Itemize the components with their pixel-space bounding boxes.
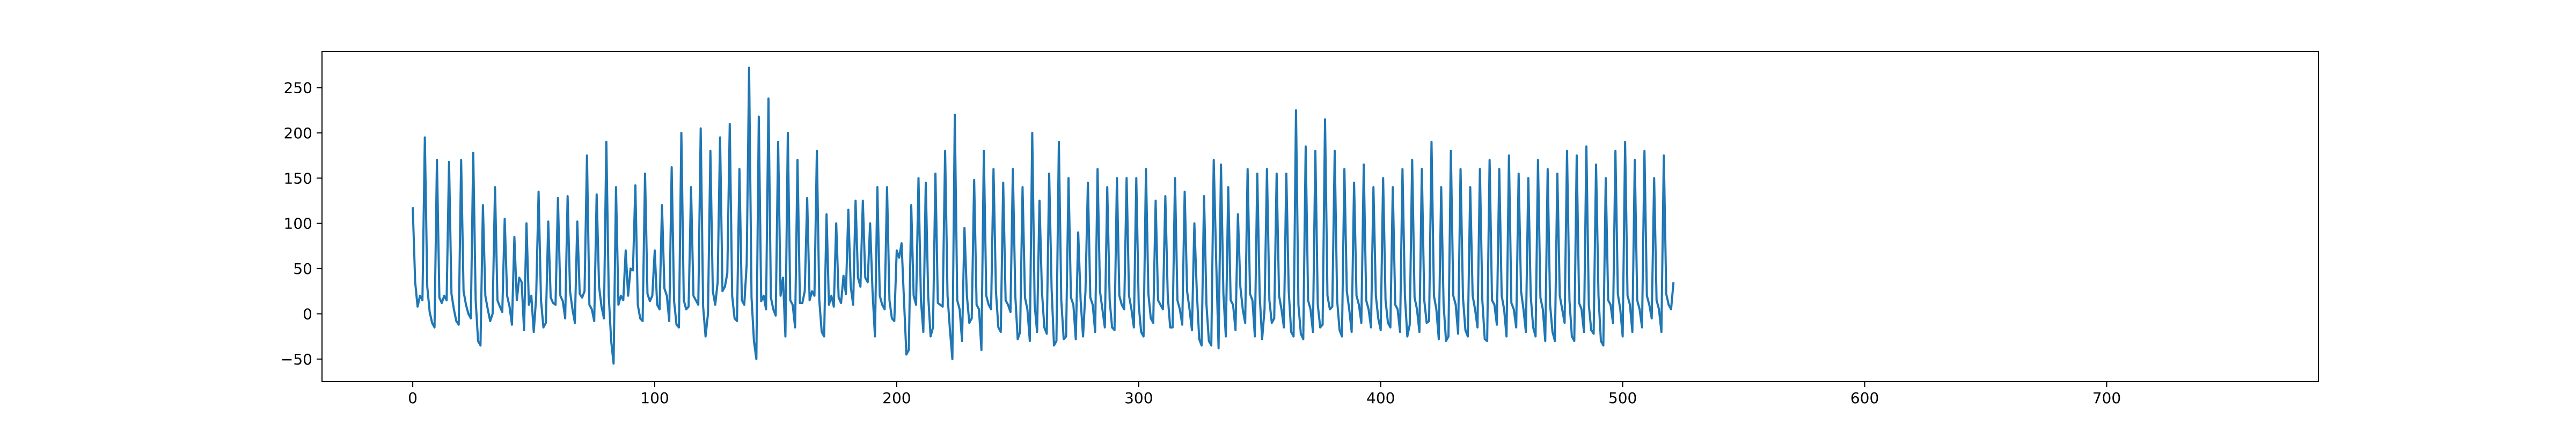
series-layer xyxy=(412,66,1675,365)
x-tick-label: 300 xyxy=(1124,389,1153,407)
x-tick-label: 600 xyxy=(1850,389,1879,407)
y-tick-label: 50 xyxy=(293,260,312,278)
y-tick-label: 250 xyxy=(284,79,312,97)
y-tick-label: 0 xyxy=(303,305,312,323)
y-tick-label: 100 xyxy=(284,215,312,233)
x-tick-label: 400 xyxy=(1366,389,1395,407)
x-axis-ticks: 0 100 200 300 400 500 600 700 xyxy=(408,382,2121,407)
x-tick-label: 700 xyxy=(2092,389,2121,407)
series-line xyxy=(412,66,1675,365)
plot-area xyxy=(322,51,2318,382)
y-tick-label: 200 xyxy=(284,124,312,142)
plot-frame xyxy=(321,51,2319,382)
x-tick-label: 100 xyxy=(640,389,669,407)
x-tick-label: 200 xyxy=(882,389,911,407)
y-tick-label: 150 xyxy=(284,169,312,187)
x-tick-label: 500 xyxy=(1608,389,1637,407)
y-axis-ticks: −50 0 50 100 150 200 250 xyxy=(281,79,322,368)
y-tick-label: −50 xyxy=(281,351,312,368)
x-tick-label: 0 xyxy=(408,389,418,407)
